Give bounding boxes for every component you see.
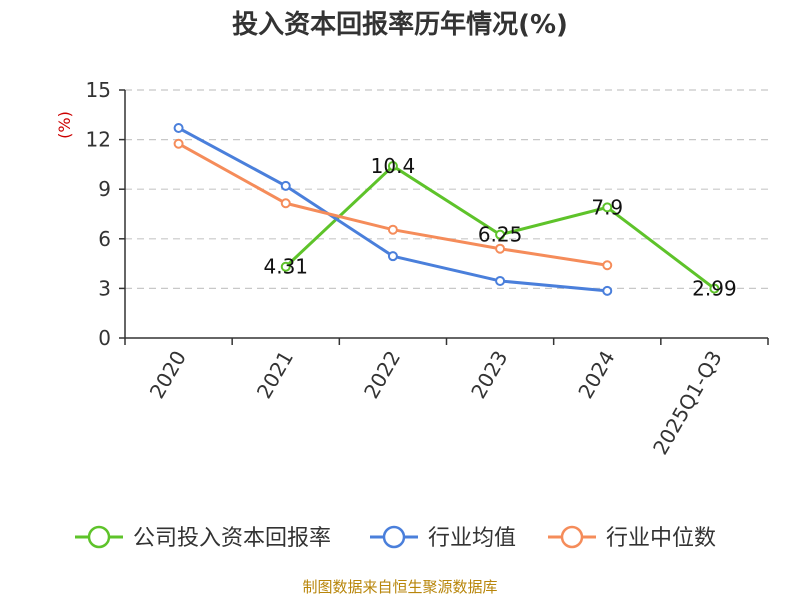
y-tick-label: 9 [98, 177, 111, 201]
x-tick-label: 2023 [466, 347, 512, 403]
y-tick-label: 0 [98, 326, 111, 350]
legend-label: 行业均值 [428, 526, 516, 551]
data-point [495, 243, 506, 254]
chart-title: 投入资本回报率历年情况(%) [232, 10, 568, 40]
data-point [387, 251, 398, 262]
data-point [387, 161, 398, 172]
legend-item: 行业中位数 [548, 525, 716, 551]
x-tick-label: 2022 [359, 347, 405, 403]
data-point [495, 229, 506, 240]
y-tick-label: 3 [98, 276, 111, 300]
x-tick-label: 2021 [252, 347, 298, 403]
x-tick-label: 2020 [145, 347, 191, 403]
series-line [177, 126, 608, 293]
x-tick-label: 2025Q1-Q3 [648, 347, 727, 459]
legend-item: 公司投入资本回报率 [75, 525, 331, 551]
data-point [709, 283, 720, 294]
legend-label: 公司投入资本回报率 [133, 526, 331, 551]
y-tick-label: 6 [98, 227, 111, 251]
axes: 0 3 6 9 12 15 (%) 2020 2021 2022 2023 2024 2025Q1-Q3 [55, 78, 769, 459]
series-lines [173, 123, 720, 296]
data-point [280, 198, 291, 209]
x-tick-label: 2024 [573, 347, 619, 403]
y-axis-unit: (%) [55, 111, 74, 139]
legend-marker [87, 525, 111, 549]
legend-marker [560, 525, 584, 549]
legend-item: 行业均值 [370, 525, 516, 551]
data-labels: 4.31 10.4 6.25 7.9 2.99 [263, 154, 736, 301]
data-label: 7.9 [591, 195, 623, 219]
y-tick-label: 15 [86, 78, 111, 102]
data-label: 2.99 [692, 277, 737, 301]
data-point [280, 261, 291, 272]
legend-label: 行业中位数 [606, 526, 716, 551]
data-point [387, 224, 398, 235]
legend-marker [382, 525, 406, 549]
source-note: 制图数据来自恒生聚源数据库 [302, 578, 498, 596]
data-label: 10.4 [371, 154, 416, 178]
legend: 公司投入资本回报率 行业均值 行业中位数 [75, 525, 716, 551]
data-point [495, 275, 506, 286]
data-point [602, 260, 613, 271]
y-tick-label: 12 [86, 128, 111, 152]
data-point [173, 123, 184, 134]
data-point [602, 285, 613, 296]
data-label: 6.25 [478, 223, 523, 247]
grid-lines [125, 89, 768, 289]
data-point [602, 202, 613, 213]
data-point [173, 138, 184, 149]
data-label: 4.31 [263, 255, 308, 279]
data-point [280, 180, 291, 191]
